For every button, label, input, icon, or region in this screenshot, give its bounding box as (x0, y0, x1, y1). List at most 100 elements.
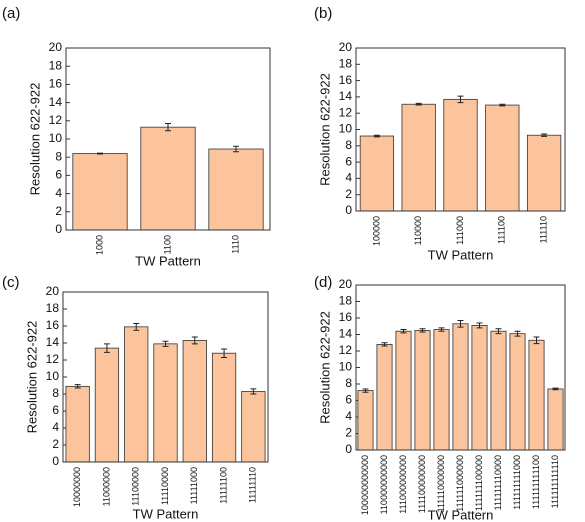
error-bar (457, 319, 464, 328)
plot-frame (355, 284, 566, 451)
bar (401, 103, 436, 212)
x-axis-label: TW Pattern (428, 507, 494, 522)
y-tick-label: 14 (46, 335, 60, 349)
y-tick-label: 18 (339, 56, 353, 70)
bar (376, 343, 393, 451)
y-tick-label: 10 (339, 360, 353, 374)
x-tick-label: 11100000 (131, 467, 141, 506)
bar (526, 134, 562, 212)
y-tick-label: 0 (52, 454, 59, 468)
error-bar (250, 388, 257, 395)
error-bar (419, 328, 426, 333)
y-tick-label: 2 (345, 426, 352, 440)
panel-label: (b) (314, 5, 332, 22)
bar (153, 343, 178, 463)
x-axis-label: TW Pattern (428, 247, 494, 262)
plot-frame (62, 291, 269, 463)
error-bar (415, 102, 422, 106)
y-tick-label: 4 (345, 171, 352, 185)
x-tick-label: 111100000000 (417, 455, 427, 513)
y-tick-label: 20 (49, 40, 63, 54)
y-tick-label: 0 (345, 442, 352, 456)
x-tick-label: 1000 (94, 235, 104, 255)
bar (490, 330, 507, 451)
error-bar (233, 145, 239, 153)
x-tick-label: 100000 (371, 216, 381, 246)
bar (94, 347, 120, 463)
x-tick-label: 10000000 (72, 467, 82, 507)
x-tick-label: 11111110 (248, 467, 258, 503)
y-tick-label: 8 (345, 138, 352, 152)
bar (547, 388, 564, 451)
x-tick-label: 111111100000 (474, 455, 484, 511)
x-tick-label: 111110000000 (436, 455, 446, 512)
x-tick-label: 110000 (413, 216, 423, 245)
y-tick-label: 12 (339, 105, 353, 119)
x-tick-label: 111111111100 (531, 455, 541, 509)
y-tick-label: 4 (52, 420, 59, 434)
bar (509, 333, 526, 451)
error-bar (541, 133, 548, 137)
x-tick-label: 111111111000 (512, 455, 522, 510)
error-bar (162, 340, 169, 347)
plot-frame (65, 47, 271, 231)
error-bar (97, 152, 103, 155)
y-tick-label: 16 (339, 310, 353, 324)
y-tick-label: 14 (339, 327, 353, 341)
plot-frame (355, 47, 566, 212)
x-tick-label: 1110 (230, 235, 240, 254)
bar (395, 330, 412, 451)
y-tick-label: 12 (46, 352, 60, 366)
y-tick-label: 14 (339, 89, 353, 103)
y-tick-label: 12 (339, 343, 353, 357)
y-axis-label: Resolution 622-922 (27, 83, 42, 196)
bar (357, 390, 374, 451)
panel-label: (c) (2, 274, 20, 291)
y-tick-label: 18 (339, 294, 353, 308)
y-tick-label: 8 (55, 149, 62, 163)
y-tick-label: 2 (55, 204, 62, 218)
error-bar (476, 322, 483, 329)
error-bar (103, 343, 110, 353)
error-bar (381, 342, 388, 347)
y-tick-label: 10 (339, 122, 353, 136)
y-tick-label: 6 (345, 393, 352, 407)
error-bar (165, 123, 171, 132)
y-tick-label: 4 (345, 409, 352, 423)
x-tick-label: 111000 (455, 216, 465, 245)
bar (485, 104, 520, 212)
y-tick-label: 18 (49, 58, 63, 72)
y-tick-label: 8 (52, 386, 59, 400)
bar (452, 323, 469, 451)
y-tick-label: 6 (52, 403, 59, 417)
bar (241, 391, 266, 463)
y-tick-label: 2 (52, 437, 59, 451)
y-tick-label: 2 (345, 187, 352, 201)
y-axis-label: Resolution 622-922 (317, 311, 332, 424)
bar (414, 329, 431, 451)
x-tick-label: 111000000000 (398, 455, 408, 514)
x-tick-label: 110000000000 (379, 455, 389, 514)
y-tick-label: 20 (339, 277, 353, 291)
y-tick-label: 14 (49, 95, 63, 109)
bar (471, 325, 488, 451)
y-tick-label: 12 (49, 113, 63, 127)
y-tick-label: 10 (49, 131, 63, 145)
y-tick-label: 6 (345, 154, 352, 168)
y-tick-label: 0 (55, 222, 62, 236)
x-tick-label: 11111000 (189, 467, 199, 504)
panel-label: (d) (314, 274, 332, 291)
x-tick-label: 11111100 (218, 467, 228, 504)
x-axis-label: TW Pattern (135, 253, 201, 268)
y-tick-label: 20 (339, 40, 353, 54)
x-tick-label: 111111110000 (493, 455, 503, 510)
x-tick-label: 100000000000 (360, 455, 370, 515)
bar (359, 135, 395, 212)
panel-label: (a) (2, 5, 20, 22)
error-bar (362, 388, 369, 393)
x-axis-label: TW Pattern (133, 506, 199, 521)
y-tick-label: 6 (55, 168, 62, 182)
y-tick-label: 16 (46, 318, 60, 332)
error-bar (133, 322, 140, 331)
